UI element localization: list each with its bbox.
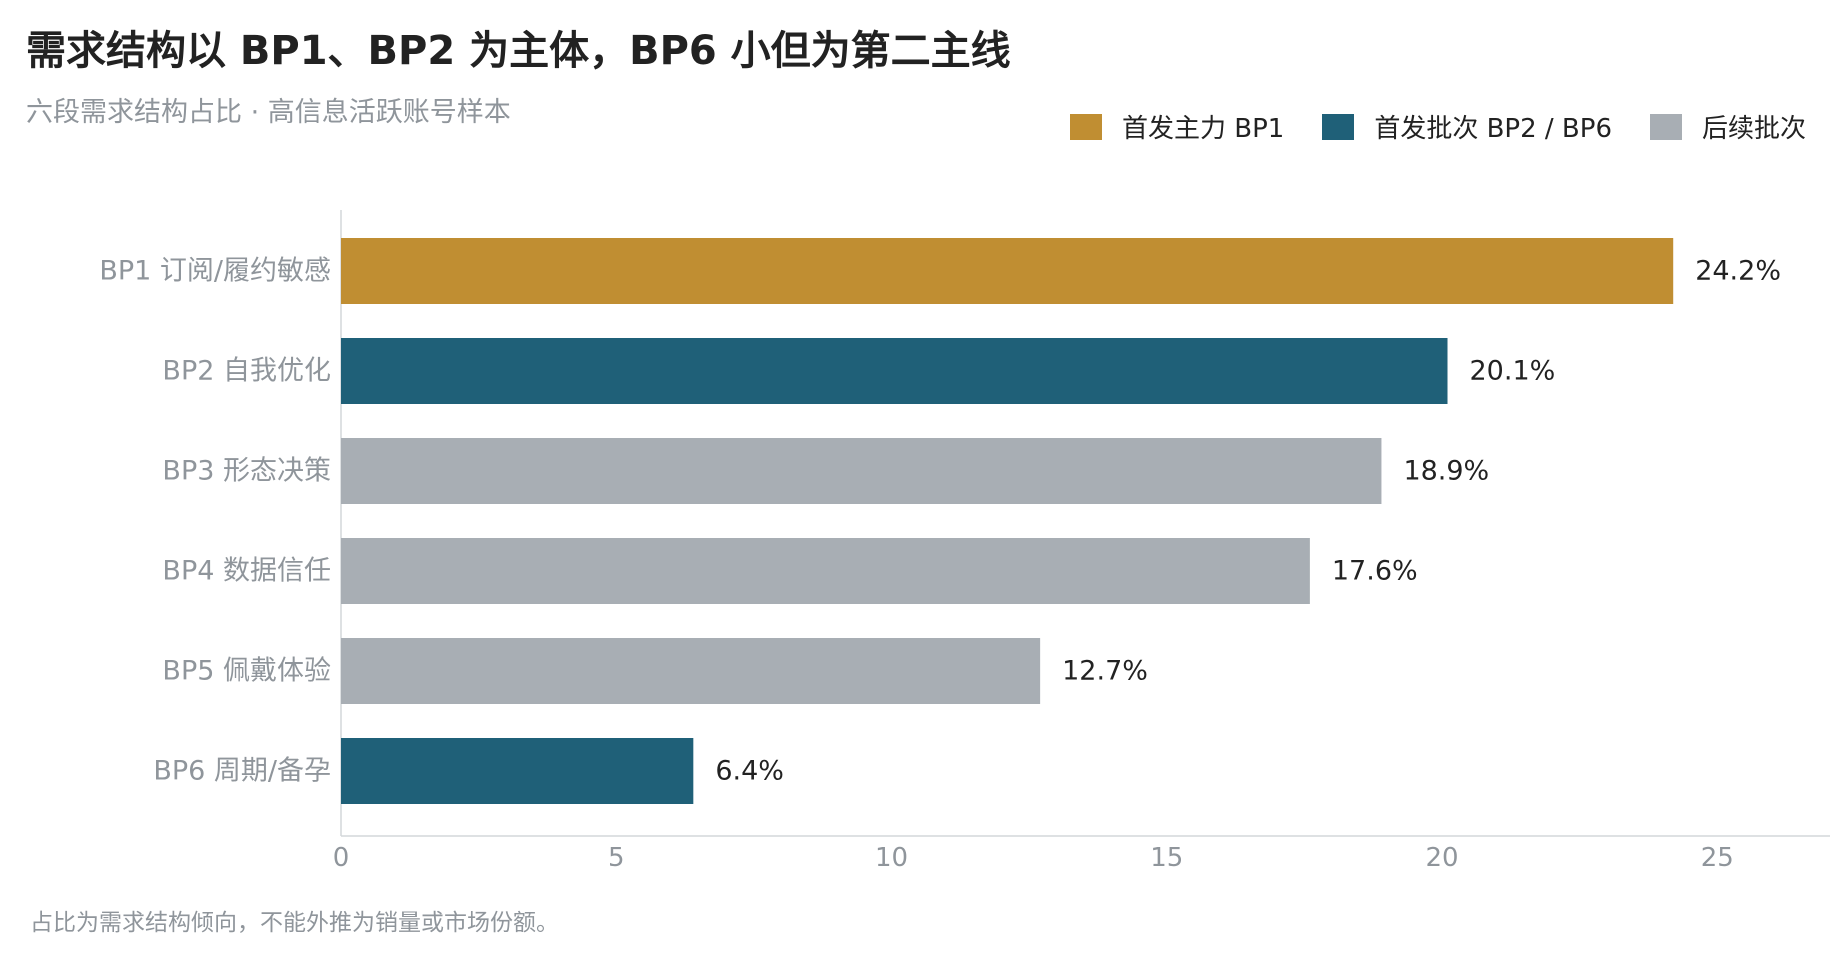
legend-item-later: 后续批次 — [1649, 108, 1806, 145]
category-label-3: BP3 形态决策 — [162, 456, 331, 487]
legend-item-bp1: 首发主力 BP1 — [1069, 108, 1285, 145]
bar-1 — [341, 238, 1674, 304]
x-tick-label-25: 25 — [1701, 843, 1734, 873]
value-label-3: 18.9% — [1403, 456, 1489, 487]
x-tick-label-5: 5 — [608, 843, 625, 873]
legend-label-later: 后续批次 — [1701, 114, 1806, 144]
legend-swatch-bp2-bp6 — [1322, 113, 1355, 140]
bar-3 — [341, 438, 1382, 504]
chart-title: 需求结构以 BP1、BP2 为主体，BP6 小但为第二主线 — [26, 28, 1011, 74]
x-tick-label-20: 20 — [1425, 843, 1458, 873]
x-tick-label-15: 15 — [1150, 843, 1183, 873]
category-label-4: BP4 数据信任 — [162, 556, 331, 587]
bar-6 — [341, 738, 694, 804]
category-label-5: BP5 佩戴体验 — [162, 656, 331, 687]
legend-label-bp1: 首发主力 BP1 — [1121, 114, 1285, 144]
bar-2 — [341, 338, 1448, 404]
value-label-5: 12.7% — [1062, 656, 1148, 687]
legend-item-bp2-bp6: 首发批次 BP2 / BP6 — [1322, 108, 1612, 145]
bar-4 — [341, 538, 1310, 604]
x-tick-label-10: 10 — [875, 843, 908, 873]
bar-5 — [341, 638, 1041, 704]
value-label-1: 24.2% — [1695, 256, 1781, 287]
category-label-6: BP6 周期/备孕 — [153, 756, 331, 787]
value-label-6: 6.4% — [715, 756, 784, 787]
legend-swatch-later — [1649, 113, 1682, 140]
chart-subtitle: 六段需求结构占比 · 高信息活跃账号样本 — [26, 97, 511, 128]
x-tick-label-0: 0 — [333, 843, 350, 873]
category-label-2: BP2 自我优化 — [162, 356, 331, 387]
value-label-2: 20.1% — [1470, 356, 1556, 387]
legend-label-bp2-bp6: 首发批次 BP2 / BP6 — [1374, 114, 1612, 144]
category-label-1: BP1 订阅/履约敏感 — [99, 256, 331, 287]
value-label-4: 17.6% — [1332, 556, 1418, 587]
legend: 首发主力 BP1 首发批次 BP2 / BP6 后续批次 — [1069, 108, 1806, 145]
footnote: 占比为需求结构倾向，不能外推为销量或市场份额。 — [30, 910, 559, 936]
legend-swatch-bp1 — [1069, 113, 1102, 140]
